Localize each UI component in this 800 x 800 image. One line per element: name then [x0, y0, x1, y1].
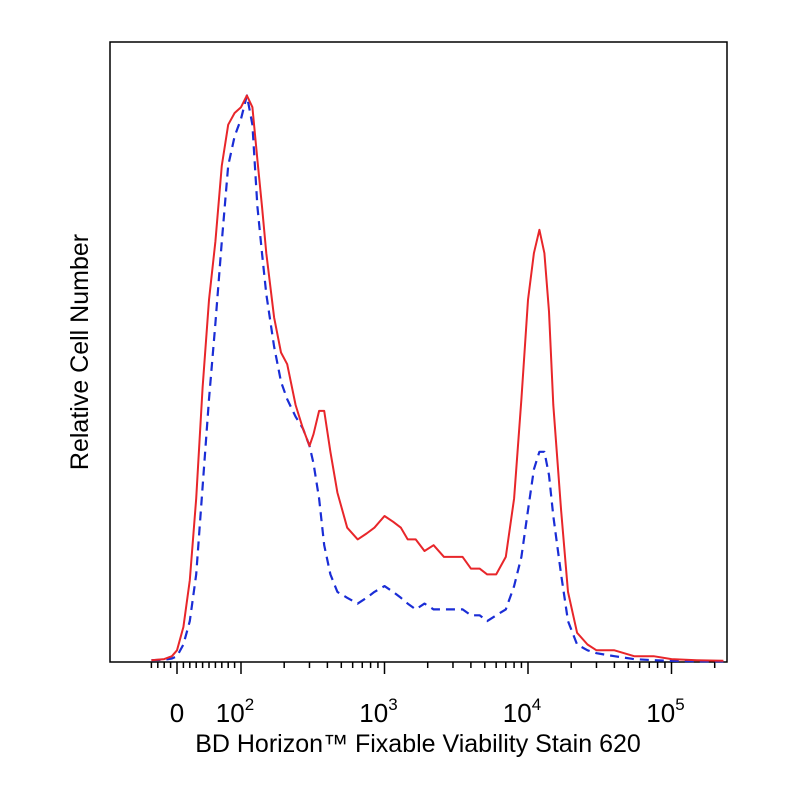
- x-tick-label: 0: [170, 698, 184, 728]
- x-tick-label: 103: [359, 695, 397, 728]
- x-tick-label-base: 10: [359, 698, 388, 728]
- plot-frame: [109, 41, 728, 663]
- x-tick-label: 104: [503, 695, 541, 728]
- x-axis-tick-labels: 0 102 103 104 105: [170, 695, 685, 728]
- series-line-dashed: [151, 94, 724, 663]
- x-tick-label-base: 10: [216, 698, 245, 728]
- x-tick-label-base: 10: [646, 698, 675, 728]
- x-tick-label-exponent: 5: [675, 695, 684, 714]
- x-tick-label-base: 10: [503, 698, 532, 728]
- x-tick-label: 105: [646, 695, 684, 728]
- x-tick-label-exponent: 3: [388, 695, 397, 714]
- series-line-solid: [151, 94, 724, 662]
- x-tick-label-exponent: 4: [532, 695, 541, 714]
- x-axis-ticks: [150, 662, 716, 674]
- x-tick-label-exponent: 2: [245, 695, 254, 714]
- x-tick-label: 102: [216, 695, 254, 728]
- x-axis-title: BD Horizon™ Fixable Viability Stain 620: [195, 730, 641, 758]
- y-axis-title: Relative Cell Number: [66, 234, 94, 470]
- series-layer: [151, 94, 724, 663]
